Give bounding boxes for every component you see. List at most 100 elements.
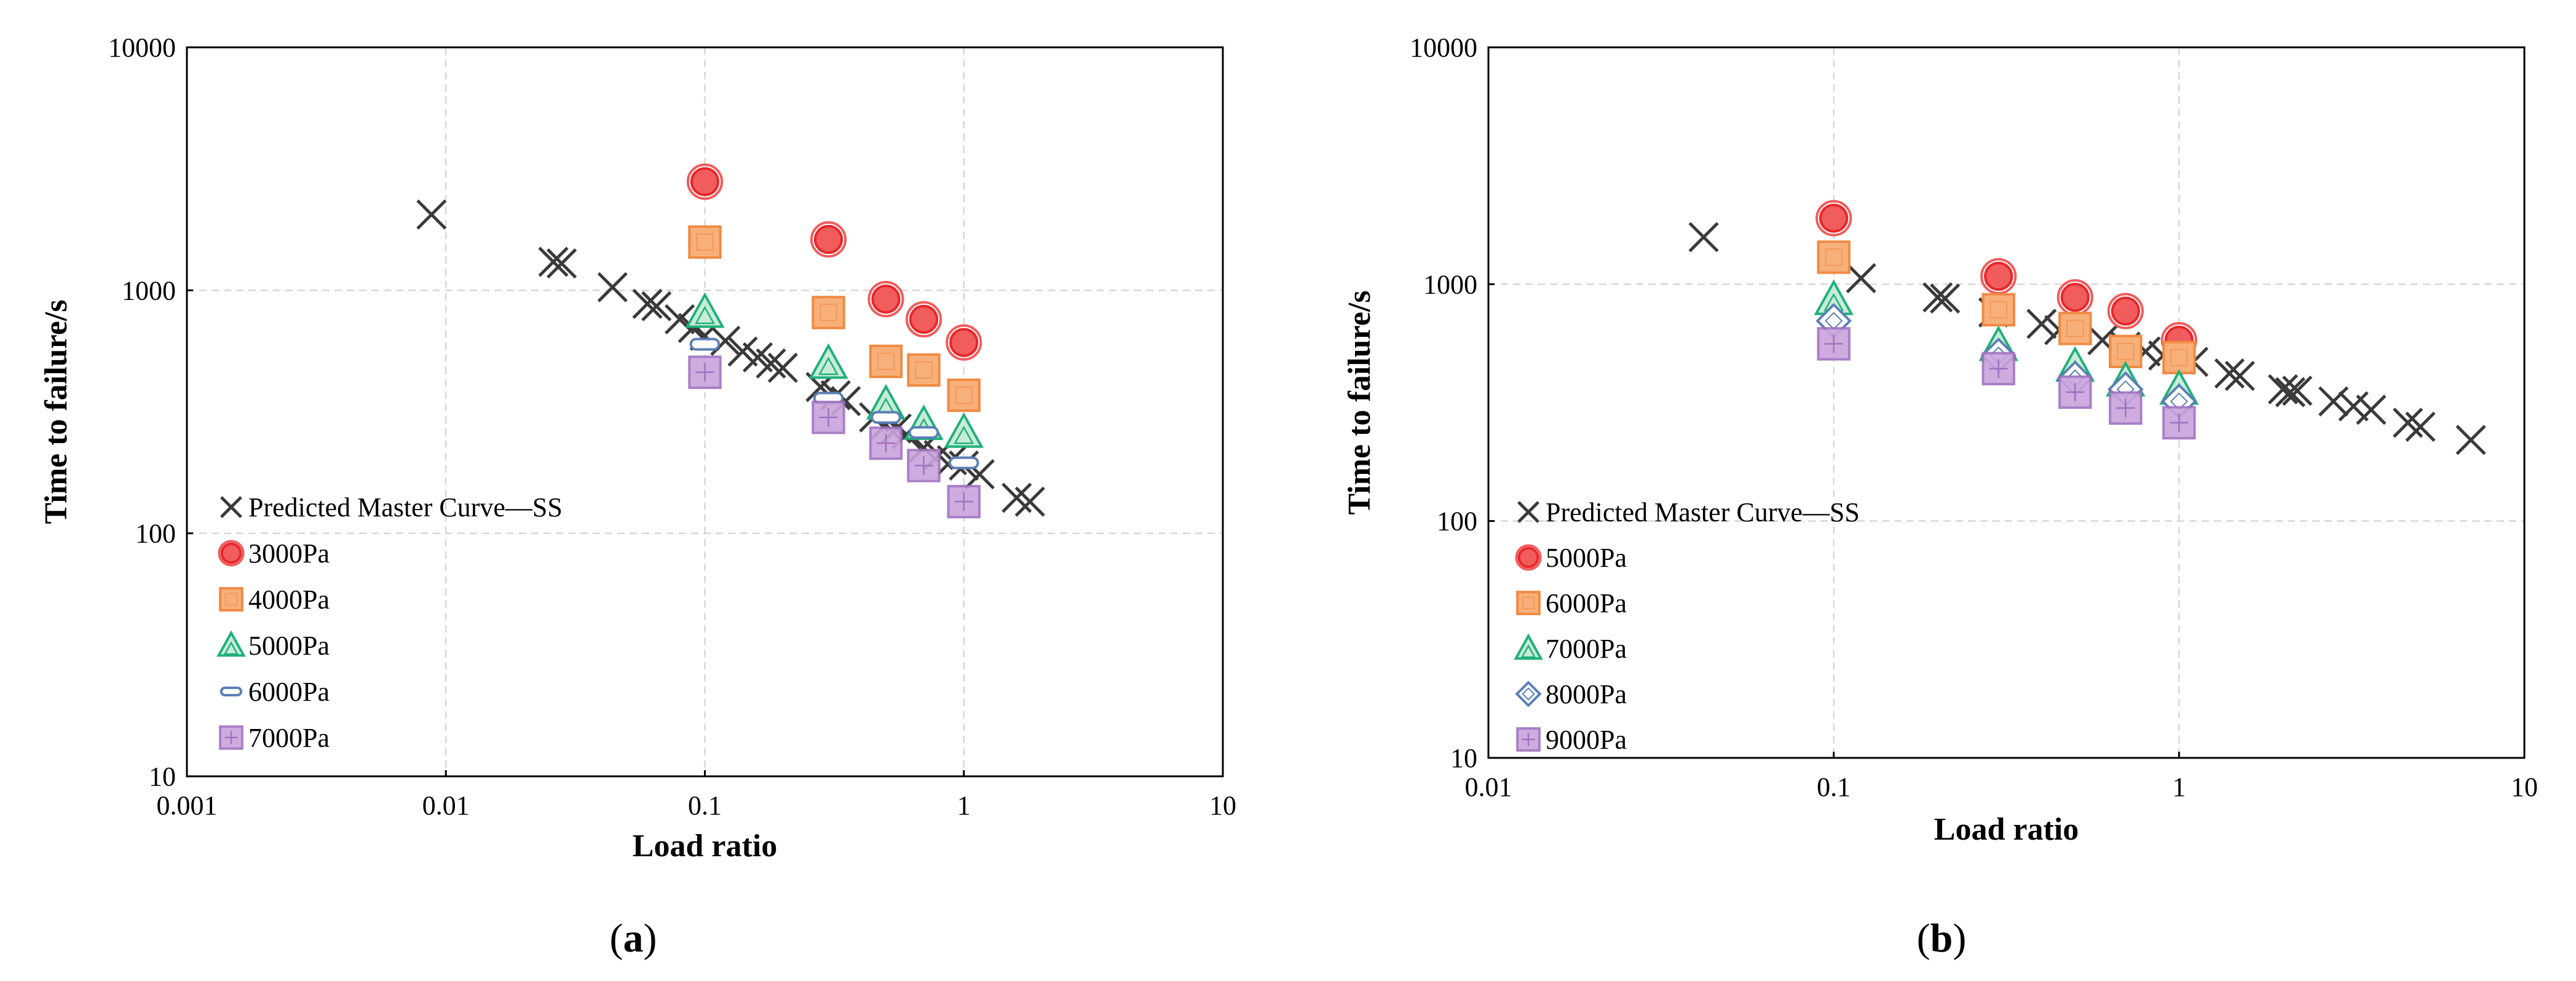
panel-a-series-2: [688, 225, 981, 412]
panel-b-legend-marker-0: [1517, 501, 1539, 523]
panel-a-series-0-point-stroke2: [538, 246, 569, 277]
panel-a-series-2-point: [907, 353, 941, 387]
panel-b-legend-marker-4-inner: [1522, 687, 1535, 701]
panel-b-legend-marker-2-outer: [1516, 591, 1541, 615]
panel-a-series-0-point: [1014, 486, 1045, 517]
panel-a-series-2-point: [869, 344, 903, 379]
panel-b-series-0-point: [2455, 425, 2486, 455]
panel-b-series-0-point-stroke2: [1930, 283, 1961, 314]
panel-b-series-0-point: [2026, 309, 2057, 339]
panel-b-series-0-point-stroke2: [2356, 395, 2387, 425]
panel-a-series-3-point-outer: [944, 412, 984, 448]
panel-a-series-0-point-stroke2: [632, 288, 663, 319]
panel-a-series-0-point-stroke2: [727, 336, 758, 367]
panel-a-series-1-point-ring: [867, 281, 904, 318]
panel-b-legend-label-4: 8000Pa: [1546, 679, 1627, 709]
panel-a-series-0-point: [756, 348, 786, 379]
panel-a-series-1-point-ring: [686, 163, 724, 200]
panel-a-series-0-point-stroke2: [767, 352, 798, 383]
panel-a-series-1-point: [946, 324, 982, 361]
panel-b-series-0-point: [2275, 377, 2305, 408]
panel-a-x-axis-title: Load ratio: [633, 829, 777, 864]
panel-b-series-2-point: [1817, 240, 1851, 274]
panel-a-legend-label-4: 6000Pa: [248, 677, 330, 707]
panel-a-series-0-point-stroke2: [416, 199, 447, 230]
panel-b-plot-area: [1488, 47, 2524, 758]
panel-b-legend-marker-4: [1515, 680, 1542, 707]
panel-b-series-0-point-stroke2: [2087, 325, 2118, 356]
panel-b-series-0-point: [2318, 386, 2349, 417]
panel-a-series-2-point-inner: [820, 304, 837, 321]
panel-b-series-0-point-stroke2: [2455, 425, 2486, 455]
panel-a-series-3-point-inner: [694, 305, 716, 325]
panel-b-series-0-point: [2282, 376, 2313, 406]
panel-a-series-0-point-stroke2: [1002, 483, 1032, 513]
panel-a-legend-marker-1-ring: [218, 540, 245, 567]
panel-a-series-1-point: [810, 221, 847, 258]
chart-panel-b: 0.01 0.1 1 10 10 100 1000 10000 Load ratio Time t…: [1342, 33, 2538, 961]
panel-a-legend-marker-3: [216, 630, 246, 657]
panel-a-series-5: [688, 355, 981, 519]
panel-a-series-1-point-ring: [946, 324, 982, 361]
panel-a-x-tick-label: 10: [1209, 790, 1236, 821]
panel-a-legend-label-3: 5000Pa: [248, 631, 330, 661]
panel-b-series-2: [1817, 240, 2196, 374]
panel-b-series-1-point-body: [1984, 261, 2013, 291]
panel-b-series-1-point-ring: [2107, 293, 2144, 329]
panel-a-series-5-point: [688, 355, 722, 389]
panel-a-caption: (a): [610, 916, 657, 961]
panel-a-legend-marker-2: [219, 587, 243, 612]
panel-a-legend-label-1: 3000Pa: [248, 538, 330, 569]
panel-a-x-tick-label: 1: [957, 790, 971, 821]
panel-a-series-0-point: [416, 199, 447, 230]
panel-b-series-0-point: [2267, 374, 2298, 404]
panel-a-series-1-point: [686, 163, 724, 200]
panel-b-series-0-point-stroke2: [1922, 282, 1953, 313]
panel-b-series-0-point: [2224, 360, 2255, 392]
panel-a-x-tick-label: 0.1: [688, 790, 722, 821]
panel-b-caption-letter: b: [1930, 916, 1953, 961]
panel-b-series-0-point: [1688, 222, 1719, 253]
panel-a-series-3-point-inner: [954, 425, 974, 444]
panel-a-series-0-point-stroke2: [665, 304, 695, 335]
panel-a-series-0-point: [641, 291, 672, 321]
panel-a-legend-marker-2-inner: [224, 593, 238, 606]
panel-b-legend-marker-5: [1516, 727, 1541, 752]
panel-b-legend-label-1: 5000Pa: [1546, 543, 1627, 573]
panel-a-legend-marker-4-body: [219, 687, 243, 696]
panel-b-series-2-point-inner: [2066, 320, 2084, 337]
panel-b-series-0-point-stroke2: [2282, 376, 2313, 406]
panel-b-series-2-point: [2058, 312, 2092, 345]
panel-a-series-0-point: [665, 304, 695, 335]
panel-a-series-2-point-outer: [907, 353, 941, 387]
panel-a-series-4-point-body: [948, 456, 979, 470]
panel-a-series-1-point: [905, 301, 942, 338]
panel-a-series-5-point-body: [869, 426, 903, 460]
panel-b-plot-frame: [1487, 46, 2526, 759]
panel-a-series-0-point: [632, 288, 663, 319]
panel-a-x-tick-label: 0.001: [157, 790, 218, 821]
panel-a-y-tick-label: 100: [135, 519, 176, 549]
panel-b-series-0-point-stroke2: [2026, 309, 2057, 339]
panel-a-series-1-point-body: [871, 285, 901, 314]
panel-b-legend-marker-4-outer: [1515, 680, 1542, 707]
panel-a-legend-marker-1: [218, 540, 245, 567]
panel-a-series-2-point-inner: [915, 361, 933, 379]
panel-a-series-0-point-stroke2: [1014, 486, 1045, 517]
panel-a-y-tick-label: 10: [149, 762, 176, 792]
panel-a-series-1-point-body: [690, 167, 720, 197]
panel-b-series-5-point: [2109, 391, 2143, 425]
panel-b-series-0-point: [1922, 282, 1953, 313]
panel-b-series-0-point-stroke2: [1688, 222, 1719, 253]
panel-a-series-1-point-body: [813, 224, 844, 254]
panel-b-caption: (b): [1917, 916, 1967, 961]
panel-b-y-tick-label: 10: [1450, 743, 1477, 773]
panel-a-y-tick-label: 10000: [108, 33, 176, 63]
panel-a-series-2-point-outer: [688, 225, 722, 259]
panel-a-series-3-point: [808, 343, 848, 379]
panel-b-legend-label-0: Predicted Master Curve—SS: [1546, 497, 1860, 527]
panel-b-x-tick-label: 10: [2511, 772, 2538, 802]
panel-a-series-2-point-inner: [877, 352, 895, 371]
panel-a-series-4-point: [689, 337, 721, 351]
panel-a-caption-letter: a: [623, 916, 644, 961]
